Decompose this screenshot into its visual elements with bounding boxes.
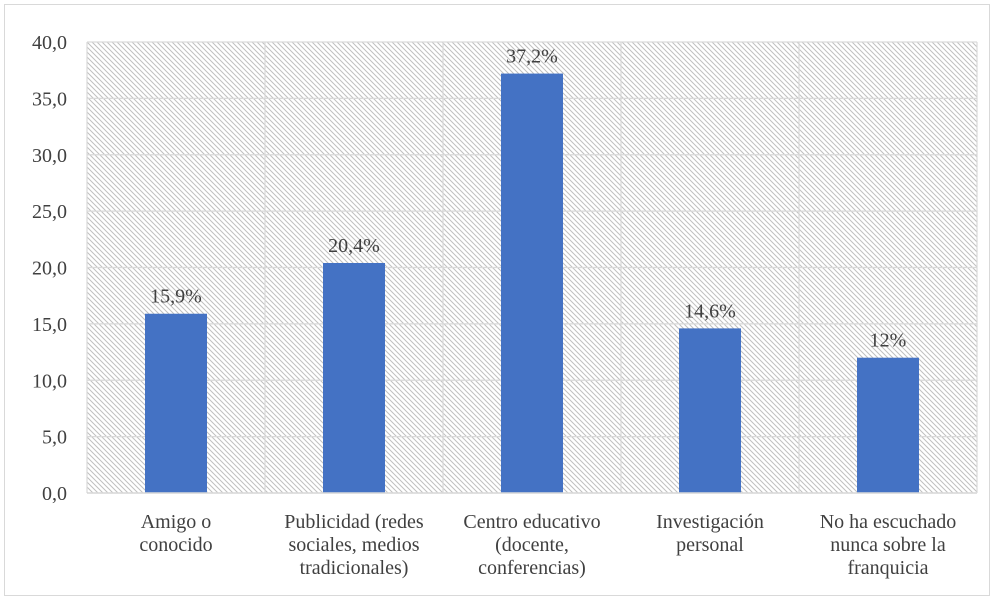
x-category-label: Amigo o conocido: [139, 511, 212, 556]
x-category-label: Centro educativo (docente, conferencias): [463, 511, 600, 579]
bar: [857, 357, 919, 493]
y-tick-label: 25,0: [32, 201, 67, 223]
y-tick-label: 40,0: [32, 32, 67, 54]
data-label: 12%: [870, 330, 907, 352]
data-label: 15,9%: [150, 286, 202, 308]
bar: [501, 73, 563, 493]
data-labels: 15,9% 20,4% 37,2% 14,6% 12%: [150, 46, 906, 352]
y-axis: 0,0 5,0 10,0 15,0 20,0 25,0 30,0 35,0 40,0: [32, 32, 67, 505]
y-tick-label: 10,0: [32, 370, 67, 392]
bars: [145, 73, 919, 493]
bar: [679, 328, 741, 493]
y-tick-label: 0,0: [42, 483, 67, 505]
y-tick-label: 5,0: [42, 427, 67, 449]
data-label: 37,2%: [506, 46, 558, 68]
data-label: 14,6%: [684, 300, 736, 322]
y-tick-label: 15,0: [32, 314, 67, 336]
bar: [323, 262, 385, 493]
y-tick-label: 20,0: [32, 258, 67, 280]
x-axis: Amigo o conocido Publicidad (redes sociales…: [87, 492, 977, 579]
bar: [145, 313, 207, 493]
y-tick-label: 30,0: [32, 145, 67, 167]
y-tick-label: 35,0: [32, 88, 67, 110]
x-category-label: No ha escuchado nunca sobre la franquicia: [820, 511, 957, 579]
x-category-label: Publicidad (redes sociales, medios tradici…: [284, 511, 424, 579]
x-category-label: Investigación personal: [656, 511, 764, 556]
data-label: 20,4%: [328, 235, 380, 257]
